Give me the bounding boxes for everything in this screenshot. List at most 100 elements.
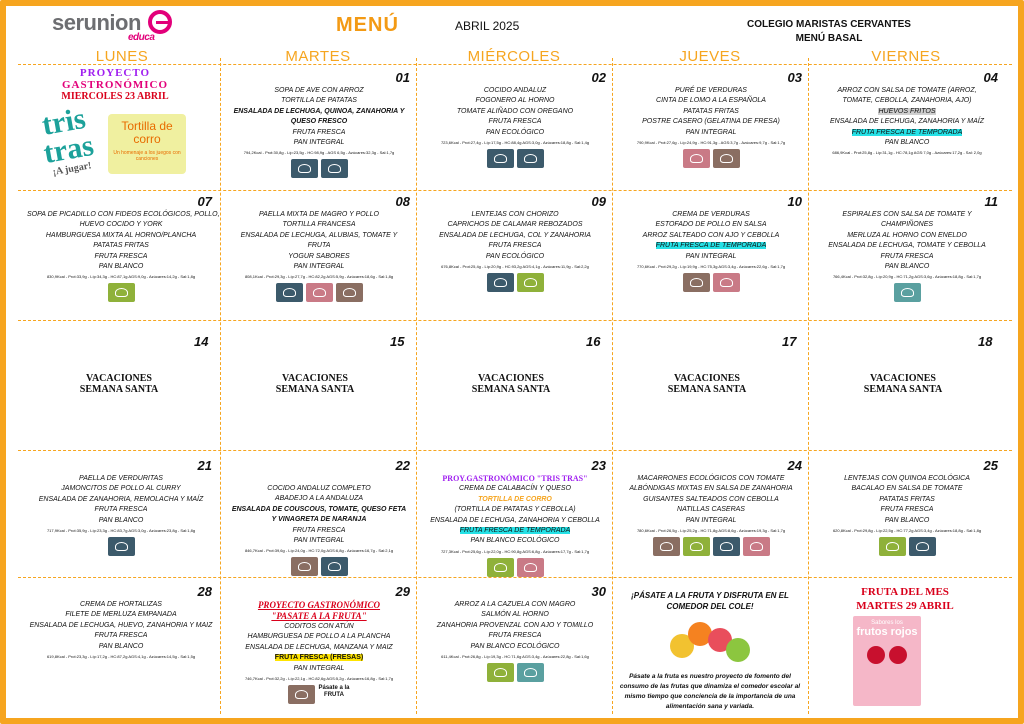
allergen-icon <box>682 273 710 293</box>
menu-item: CHAMPIÑONES <box>880 221 934 229</box>
eco-icon <box>516 273 544 293</box>
menu-item: SOPA DE PICADILLO CON FIDEOS ECOLÓGICOS,… <box>27 211 220 218</box>
menu-item: PAN INTEGRAL <box>685 128 737 136</box>
menu-item: LENTEJAS CON QUINOA ECOLÓGICA <box>844 475 970 482</box>
menu-item: CREMA DE CALABACÍN Y QUESO <box>459 485 571 493</box>
menu-item: PURÉ DE VERDURAS <box>675 87 747 94</box>
nutrition-info: 723,6Kcal - Prot:27,4g - Líp:17,5g - HC:… <box>440 140 590 146</box>
page-title: MENÚ <box>336 14 399 36</box>
day-header-lunes: LUNES <box>95 48 149 65</box>
day-cell-30: 30 ARROZ A LA CAZUELA CON MAGRO SALMÓN A… <box>418 584 612 683</box>
day-cell-04: 04 ARROZ CON SALSA DE TOMATE (ARROZ, TOM… <box>810 70 1004 156</box>
day-number: 22 <box>395 458 410 473</box>
menu-item: ENSALADA DE LECHUGA, QUINOA, ZANAHORIA Y… <box>233 107 405 126</box>
nutrition-info: 611,4Kcal - Prot:26,8g - Líp:19,3g - HC:… <box>441 654 589 660</box>
allergen-icon <box>712 273 740 293</box>
grid-line <box>18 64 1012 65</box>
menu-item: PAN ECOLÓGICO <box>485 252 545 260</box>
menu-item: HUEVO COCIDO Y YORK <box>79 221 163 229</box>
menu-item: SOPA DE AVE CON ARROZ <box>274 87 364 94</box>
day-number: 09 <box>591 194 606 209</box>
day-number: 02 <box>591 70 606 85</box>
project-title: PROY.GASTRONÓMICO "TRIS TRAS" <box>442 474 588 483</box>
menu-item: ARROZ A LA CAZUELA CON MAGRO <box>454 601 576 608</box>
menu-item: PATATAS FRITAS <box>879 495 935 503</box>
menu-item: PAN BLANCO <box>884 139 930 147</box>
menu-item: CODITOS CON ATÚN <box>284 623 354 630</box>
menu-item: SALMÓN AL HORNO <box>481 611 549 619</box>
day-cell-07: 07 SOPA DE PICADILLO CON FIDEOS ECOLÓGIC… <box>24 194 220 303</box>
eco-icon <box>107 283 135 303</box>
menu-item: POSTRE CASERO (GELATINA DE FRESA) <box>642 118 780 126</box>
menu-item: ENSALADA DE ZANAHORIA, REMOLACHA Y MAÍZ <box>38 495 204 503</box>
fruit-of-month-date: MARTES 29 ABRIL <box>856 600 954 612</box>
allergen-icon <box>107 537 135 557</box>
day-number: 04 <box>983 70 998 85</box>
day-number: 11 <box>984 194 999 209</box>
allergen-icon <box>712 149 740 169</box>
day-cell-25: 25 LENTEJAS CON QUINOA ECOLÓGICA BACALAO… <box>810 458 1004 557</box>
menu-item: PAN BLANCO <box>98 263 144 271</box>
allergen-icon <box>486 273 514 293</box>
project-line3: MIERCOLES 23 ABRIL <box>61 91 169 102</box>
menu-item: ZANAHORIA PROVENZAL CON AJO Y TOMILLO <box>436 621 594 629</box>
menu-item: CREMA DE VERDURAS <box>672 211 750 218</box>
menu-item: PAN INTEGRAL <box>685 252 737 260</box>
menu-item: FRUTA FRESCA <box>94 506 148 514</box>
menu-item: FRUTA FRESCA <box>488 118 542 126</box>
menu-item: FRUTA FRESCA <box>488 632 542 640</box>
nutrition-info: 780,6Kcal - Prot:26,5g - Líp:25,2g - HC:… <box>636 528 786 534</box>
menu-item: MERLUZA AL HORNO CON ENELDO <box>847 231 967 239</box>
menu-item: ENSALADA DE LECHUGA, TOMATE Y CEBOLLA <box>828 242 986 250</box>
day-cell-28: 28 CREMA DE HORTALIZAS FILETE DE MERLUZA… <box>24 584 218 660</box>
eco-icon <box>486 663 514 683</box>
menu-item: ENSALADA DE LECHUGA, ZANAHORIA Y CEBOLLA <box>430 516 600 524</box>
menu-item: GUISANTES SALTEADOS CON CEBOLLA <box>643 495 779 503</box>
allergen-icon <box>320 159 348 179</box>
day-number: 03 <box>787 70 802 85</box>
menu-item: PAN BLANCO <box>884 263 930 271</box>
project-subtitle: "PASATE A LA FRUTA" <box>271 611 367 621</box>
allergen-icon <box>682 149 710 169</box>
nutrition-info: 846,7Kcal - Prot:39,6g - Líp:24,0g - HC:… <box>244 548 394 554</box>
fruit-characters-image <box>670 618 750 666</box>
project-banner: PROYECTO GASTRONÓMICO MIERCOLES 23 ABRIL <box>30 67 200 103</box>
nutrition-info: 794,2Kcal - Prot:30,8g - Líp:23,5g - HC:… <box>243 150 395 156</box>
eco-icon <box>682 537 710 557</box>
logo-text: serunion <box>52 10 141 35</box>
nutrition-info: 686,9Kcal - Prot:25,8g - Líp:31,1g - HC:… <box>832 150 982 156</box>
nutrition-info: 830,9Kcal - Prot:33,9g - Líp:34,3g - HC:… <box>46 274 196 280</box>
allergen-icon <box>908 537 936 557</box>
allergen-icon <box>335 283 363 303</box>
card-title: frutos rojos <box>856 626 918 638</box>
menu-item: PAN BLANCO <box>884 516 930 524</box>
project-line1: PROYECTO <box>79 67 151 79</box>
day-cell-23: 23 PROY.GASTRONÓMICO "TRIS TRAS" CREMA D… <box>418 458 612 577</box>
menu-item: JAMONCITOS DE POLLO AL CURRY <box>61 485 181 493</box>
grid-line <box>220 58 221 714</box>
logo-sub: educa <box>128 32 155 43</box>
menu-item: FOGONERO AL HORNO <box>475 97 555 105</box>
day-cell-29: 29 PROYECTO GASTRONÓMICO "PASATE A LA FR… <box>222 584 416 705</box>
frutos-rojos-card: Sabores los frutos rojos <box>853 616 921 706</box>
menu-item: FRUTA FRESCA <box>94 632 148 640</box>
menu-item: FRUTA FRESCA <box>292 128 346 136</box>
menu-item: PATATAS FRITAS <box>683 107 739 115</box>
project-line2: GASTRONÓMICO <box>61 79 169 91</box>
grid-line <box>18 320 1012 321</box>
menu-item: FRUTA FRESCA <box>880 506 934 514</box>
day-cell-01: 01 SOPA DE AVE CON ARROZ TORTILLA DE PAT… <box>222 70 416 179</box>
logo-e-icon <box>148 10 172 34</box>
grid-line <box>18 190 1012 191</box>
nutrition-info: 620,8Kcal - Prot:29,8g - Líp:22,5g - HC:… <box>832 528 982 534</box>
school-info: COLEGIO MARISTAS CERVANTES MENÚ BASAL <box>720 18 938 46</box>
day-number-17: 17 <box>782 334 797 349</box>
menu-item: FILETE DE MERLUZA EMPANADA <box>65 611 177 619</box>
menu-item: FRUTA FRESCA DE TEMPORADA <box>459 527 571 535</box>
eco-icon <box>878 537 906 557</box>
menu-item: ARROZ CON SALSA DE TOMATE (ARROZ, <box>837 87 977 94</box>
menu-item: LENTEJAS CON CHORIZO <box>471 211 559 218</box>
allergen-icon <box>305 283 333 303</box>
month-label: ABRIL 2025 <box>455 19 520 33</box>
allergen-icon <box>516 557 544 577</box>
